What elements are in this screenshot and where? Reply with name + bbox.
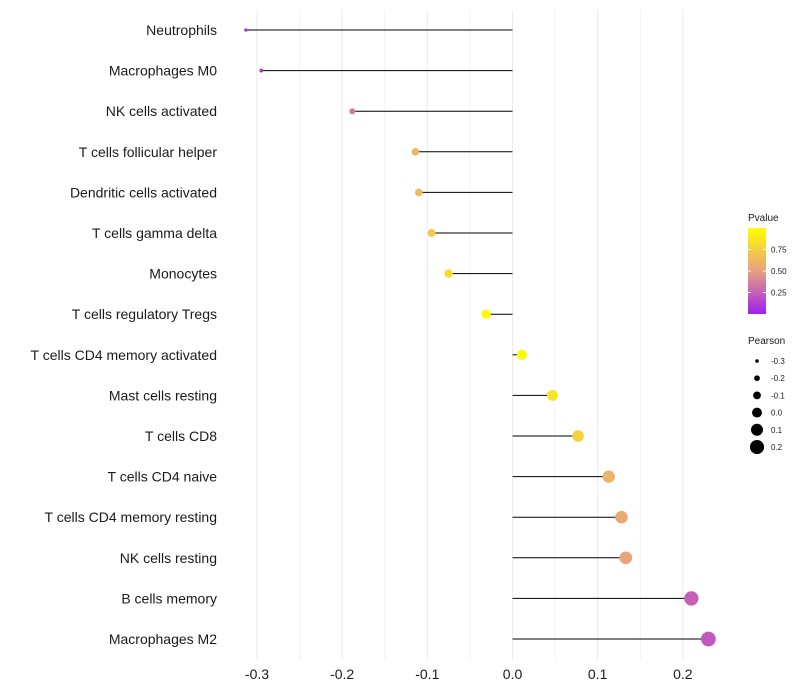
category-label: Macrophages M0	[109, 63, 217, 79]
category-label: T cells CD4 naive	[108, 469, 218, 485]
lollipop-dot	[259, 68, 264, 73]
category-label: NK cells activated	[106, 103, 217, 119]
lollipop-dot	[481, 309, 491, 319]
category-label: Neutrophils	[146, 22, 217, 38]
lollipop-dot	[411, 148, 420, 156]
category-label: B cells memory	[121, 590, 217, 606]
category-label: Monocytes	[149, 266, 217, 282]
lollipop-dots	[244, 28, 716, 647]
pvalue-legend-label: 0.50	[771, 267, 787, 276]
lollipop-dot	[572, 430, 584, 442]
pearson-legend-dot	[750, 423, 764, 436]
category-label: Dendritic cells activated	[70, 184, 217, 200]
lollipop-dot	[516, 349, 527, 360]
pearson-legend-dot	[749, 439, 765, 455]
pearson-legend-title: Pearson	[748, 336, 785, 347]
pvalue-legend-label: 0.75	[771, 246, 787, 255]
x-tick-label: -0.1	[415, 666, 439, 682]
pearson-legend-label: -0.2	[771, 374, 785, 383]
pearson-legend-label: 0.1	[771, 426, 783, 435]
pearson-legend-dot	[752, 407, 762, 418]
lollipop-dot	[349, 108, 356, 115]
category-labels: Neutrophils Macrophages M0 NK cells activa…	[31, 22, 218, 647]
x-tick-label: 0.1	[588, 666, 608, 682]
pearson-legend-label: 0.2	[771, 443, 783, 452]
lollipop-stems	[245, 29, 709, 640]
lollipop-dot	[684, 591, 699, 606]
pearson-legend-label: -0.1	[771, 391, 785, 400]
x-tick-label: -0.3	[245, 666, 269, 682]
x-axis-tick-labels: -0.3 -0.2 -0.1 0.0 0.1 0.2	[245, 666, 693, 682]
pearson-legend-label: -0.3	[771, 357, 785, 366]
category-label: T cells CD8	[145, 428, 217, 444]
lollipop-dot	[602, 470, 615, 483]
lollipop-dot	[244, 28, 248, 32]
lollipop-dot	[415, 188, 423, 197]
category-label: NK cells resting	[120, 550, 217, 566]
lollipop-dot	[615, 510, 628, 524]
pvalue-legend-label: 0.25	[771, 289, 787, 298]
category-label: T cells gamma delta	[92, 225, 217, 241]
lollipop-dot	[444, 269, 453, 278]
pearson-legend-dot	[753, 391, 761, 400]
pearson-legend-dot	[755, 359, 759, 363]
lollipop-dot	[427, 229, 436, 237]
pvalue-legend: Pvalue 0.25 0.50 0.75	[748, 213, 787, 314]
lollipop-dot	[619, 551, 633, 565]
x-tick-label: 0.0	[503, 666, 523, 682]
category-label: Mast cells resting	[109, 387, 217, 403]
pearson-legend-dot	[754, 375, 760, 382]
category-label: Macrophages M2	[109, 631, 217, 647]
category-label: T cells regulatory Tregs	[72, 306, 217, 322]
grid-lines	[256, 10, 684, 660]
lollipop-dot	[701, 631, 716, 647]
category-label: T cells CD4 memory resting	[45, 509, 217, 525]
x-tick-label: -0.2	[330, 666, 354, 682]
category-label: T cells CD4 memory activated	[31, 347, 217, 363]
lollipop-dot	[547, 389, 558, 401]
x-tick-label: 0.2	[673, 666, 693, 682]
pvalue-legend-title: Pvalue	[748, 213, 779, 224]
category-label: T cells follicular helper	[79, 144, 218, 160]
pearson-legend: Pearson -0.3 -0.2 -0.1 0.0 0.1 0.2	[748, 336, 785, 455]
pearson-legend-label: 0.0	[771, 409, 783, 418]
pvalue-colorbar	[748, 228, 766, 314]
